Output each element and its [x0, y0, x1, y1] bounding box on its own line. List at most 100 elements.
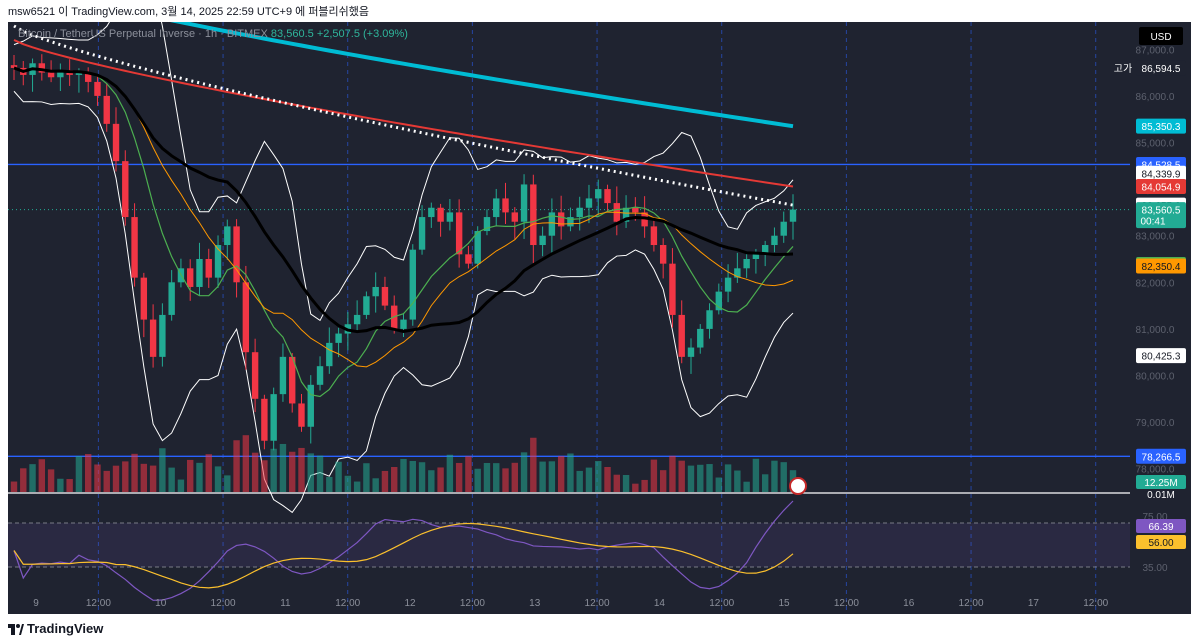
volume-bar: [353, 481, 361, 492]
volume-bar: [761, 474, 769, 492]
volume-bar: [567, 453, 574, 492]
rsi-tick-label: 75.00: [1142, 512, 1167, 523]
x-tick-label: 9: [33, 598, 39, 609]
candle-body: [659, 245, 667, 264]
ma-red: [13, 39, 794, 188]
candle-body: [557, 212, 565, 227]
tradingview-logo-icon: [8, 624, 24, 635]
chart-canvas[interactable]: 9 12:00 10 12:00 11 12:00 12 12:00 13 12:00 14 12:0…: [8, 22, 1191, 614]
candle-body: [678, 314, 685, 357]
volume-bar: [242, 435, 250, 492]
candle-body: [511, 212, 518, 222]
volume-bar: [752, 458, 760, 492]
y-tick-label: 87,000.0: [1136, 45, 1175, 56]
volume-bar: [177, 479, 185, 492]
candle-body: [428, 207, 435, 218]
price-label: 80,425.3: [1142, 352, 1181, 363]
volume-bar: [131, 453, 138, 492]
candle-body: [437, 207, 444, 222]
volume-bar: [678, 460, 685, 492]
candle-body: [780, 221, 787, 236]
x-tick-label: 14: [654, 598, 666, 609]
candle-body: [10, 65, 18, 68]
volume-bar: [38, 459, 46, 492]
candle-body: [326, 342, 333, 367]
price-chart[interactable]: 9 12:00 10 12:00 11 12:00 12 12:00 13 12:00 14 12:0…: [8, 22, 1191, 614]
ma-orange: [13, 67, 794, 368]
candle-body: [38, 63, 46, 73]
candle-body: [761, 245, 769, 255]
high-label-tag: 고가: [1114, 63, 1132, 75]
candle-body: [187, 268, 194, 287]
currency-label: USD: [1150, 32, 1171, 43]
volume-bar: [539, 461, 546, 492]
candle-body: [734, 268, 741, 278]
price-label: 83,560.5: [1142, 206, 1181, 217]
candle-body: [789, 209, 797, 222]
candle-body: [335, 333, 342, 343]
volume-label: 12.25M: [1144, 478, 1177, 489]
volume-bar: [270, 448, 277, 492]
candle-body: [650, 226, 658, 246]
candle-body: [196, 259, 203, 287]
symbol-name: Bitcoin / TetherUS Perpetual Inverse · 1…: [18, 28, 268, 40]
symbol-legend: Bitcoin / TetherUS Perpetual Inverse · 1…: [18, 28, 408, 40]
candle-body: [233, 226, 240, 283]
volume-bar: [632, 483, 639, 492]
volume-bar: [205, 454, 212, 492]
volume-bar: [326, 476, 333, 492]
volume-bar: [669, 455, 676, 492]
candle-body: [112, 123, 120, 162]
volume-bar: [595, 461, 602, 492]
price-change: +2,507.5 (+3.09%): [316, 28, 408, 40]
x-tick-label: 13: [529, 598, 541, 609]
rsi-value: 66.39: [1148, 522, 1173, 533]
bollinger-lower: [13, 90, 794, 514]
y-tick-label: 78,000.0: [1136, 465, 1175, 476]
volume-bar: [687, 465, 695, 492]
volume-bar: [493, 463, 500, 492]
price-label-box: [1136, 179, 1186, 195]
candle-body: [149, 319, 157, 357]
candle-body: [446, 212, 454, 222]
volume-bar: [446, 454, 454, 492]
volume-bar: [604, 466, 611, 492]
candle-body: [752, 254, 760, 259]
candle-body: [465, 254, 472, 264]
last-price: 83,560.5: [270, 28, 314, 40]
candle-body: [307, 384, 314, 427]
volume-bar: [47, 469, 55, 492]
volume-bar: [483, 462, 491, 492]
candle-body: [502, 198, 509, 213]
price-label-box: [1136, 202, 1186, 229]
candle-body: [353, 314, 361, 325]
candle-body: [483, 217, 491, 232]
volume-bar: [75, 456, 83, 492]
candle-body: [687, 347, 695, 357]
candle-body: [539, 235, 546, 246]
candle-body: [604, 189, 611, 204]
flag-icon: [789, 477, 807, 495]
volume-bar: [455, 462, 463, 492]
volume-bar: [613, 474, 620, 492]
candle-body: [75, 72, 83, 75]
volume-bar: [520, 452, 528, 492]
price-label: 85,350.3: [1142, 122, 1181, 133]
candle-body: [400, 319, 407, 329]
y-tick-label: 80,000.0: [1136, 372, 1175, 383]
price-label-box: [1136, 348, 1186, 364]
publish-header: msw6521 이 TradingView.com, 3월 14, 2025 2…: [0, 0, 1200, 24]
x-tick-label: 12:00: [211, 598, 236, 609]
price-label: 86,594.5: [1142, 64, 1181, 75]
candle-body: [140, 277, 148, 320]
volume-bar: [418, 462, 426, 492]
countdown-label: 00:41: [1140, 217, 1165, 228]
candle-body: [715, 291, 723, 311]
candle-body: [641, 212, 648, 227]
volume-label-box: [1136, 475, 1186, 489]
x-tick-label: 11: [280, 598, 291, 609]
volume-bar: [214, 466, 222, 492]
candle-body: [697, 328, 704, 348]
ma-white-dotted: [13, 24, 794, 207]
volume-bar: [94, 464, 101, 492]
